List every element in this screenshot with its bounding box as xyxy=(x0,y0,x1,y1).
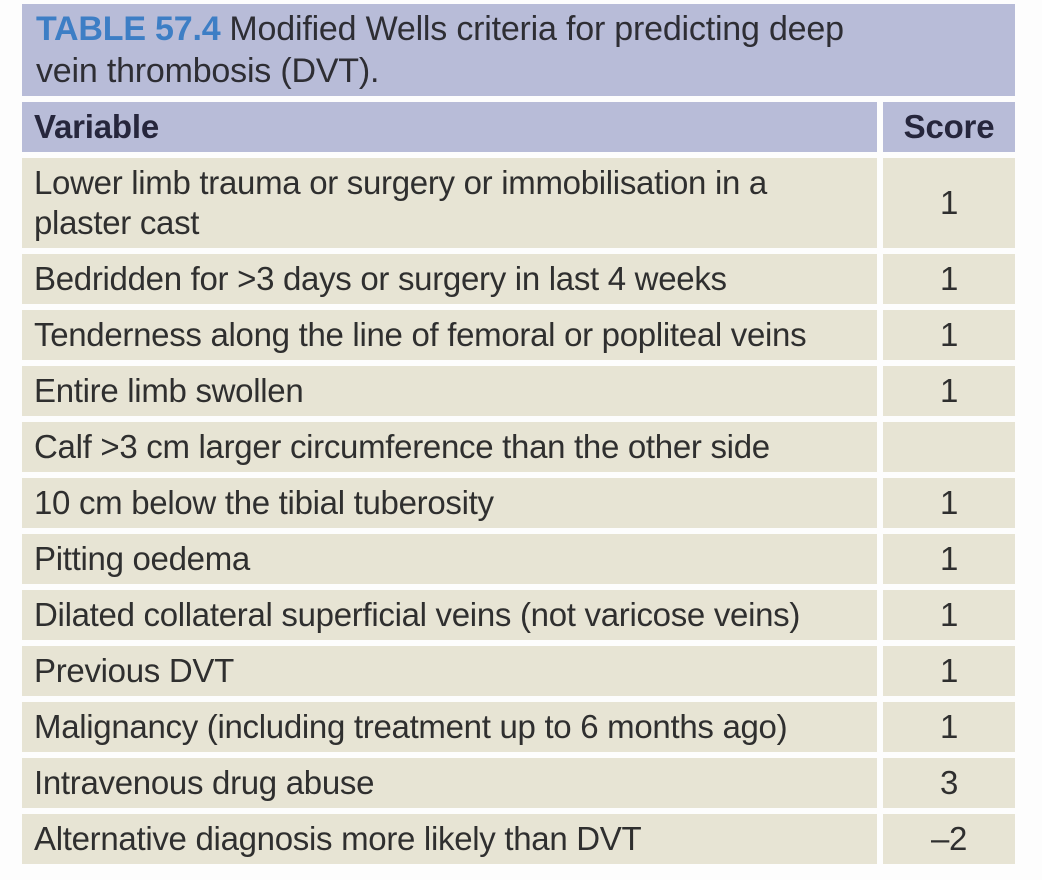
table-body: Lower limb trauma or surgery or immobili… xyxy=(22,158,1015,864)
row-variable: Malignancy (including treatment up to 6 … xyxy=(22,702,877,752)
row-variable: Entire limb swollen xyxy=(22,366,877,416)
table-row: Pitting oedema 1 xyxy=(22,534,1015,584)
table-row: Lower limb trauma or surgery or immobili… xyxy=(22,158,1015,248)
table-row: Entire limb swollen 1 xyxy=(22,366,1015,416)
row-score: –2 xyxy=(883,814,1015,864)
row-score xyxy=(883,422,1015,472)
row-variable: Intravenous drug abuse xyxy=(22,758,877,808)
row-score: 3 xyxy=(883,758,1015,808)
table-caption: TABLE 57.4 Modified Wells criteria for pr… xyxy=(22,4,1015,96)
table-row: Bedridden for >3 days or surgery in last… xyxy=(22,254,1015,304)
row-score: 1 xyxy=(883,310,1015,360)
row-variable: Bedridden for >3 days or surgery in last… xyxy=(22,254,877,304)
table-row: 10 cm below the tibial tuberosity 1 xyxy=(22,478,1015,528)
row-score: 1 xyxy=(883,254,1015,304)
row-score: 1 xyxy=(883,534,1015,584)
table-row: Intravenous drug abuse 3 xyxy=(22,758,1015,808)
row-variable: Tenderness along the line of femoral or … xyxy=(22,310,877,360)
table-row: Dilated collateral superficial veins (no… xyxy=(22,590,1015,640)
row-score: 1 xyxy=(883,478,1015,528)
row-variable: Dilated collateral superficial veins (no… xyxy=(22,590,877,640)
row-score: 1 xyxy=(883,702,1015,752)
column-header-score: Score xyxy=(883,102,1015,152)
table-row: Previous DVT 1 xyxy=(22,646,1015,696)
row-score: 1 xyxy=(883,366,1015,416)
table-number: TABLE 57.4 xyxy=(36,10,221,48)
row-score: 1 xyxy=(883,590,1015,640)
column-header-variable: Variable xyxy=(22,102,877,152)
table-title: Modified Wells criteria for predicting d… xyxy=(36,10,844,90)
table-row: Alternative diagnosis more likely than D… xyxy=(22,814,1015,864)
row-variable: 10 cm below the tibial tuberosity xyxy=(22,478,877,528)
row-variable: Pitting oedema xyxy=(22,534,877,584)
row-score: 1 xyxy=(883,158,1015,248)
table-row: Tenderness along the line of femoral or … xyxy=(22,310,1015,360)
row-score: 1 xyxy=(883,646,1015,696)
table-header-row: Variable Score xyxy=(22,102,1015,152)
table-row: Calf >3 cm larger circumference than the… xyxy=(22,422,1015,472)
row-variable: Calf >3 cm larger circumference than the… xyxy=(22,422,877,472)
row-variable: Lower limb trauma or surgery or immobili… xyxy=(22,158,877,248)
row-variable: Previous DVT xyxy=(22,646,877,696)
row-variable: Alternative diagnosis more likely than D… xyxy=(22,814,877,864)
wells-criteria-table: TABLE 57.4 Modified Wells criteria for pr… xyxy=(22,4,1015,864)
table-row: Malignancy (including treatment up to 6 … xyxy=(22,702,1015,752)
